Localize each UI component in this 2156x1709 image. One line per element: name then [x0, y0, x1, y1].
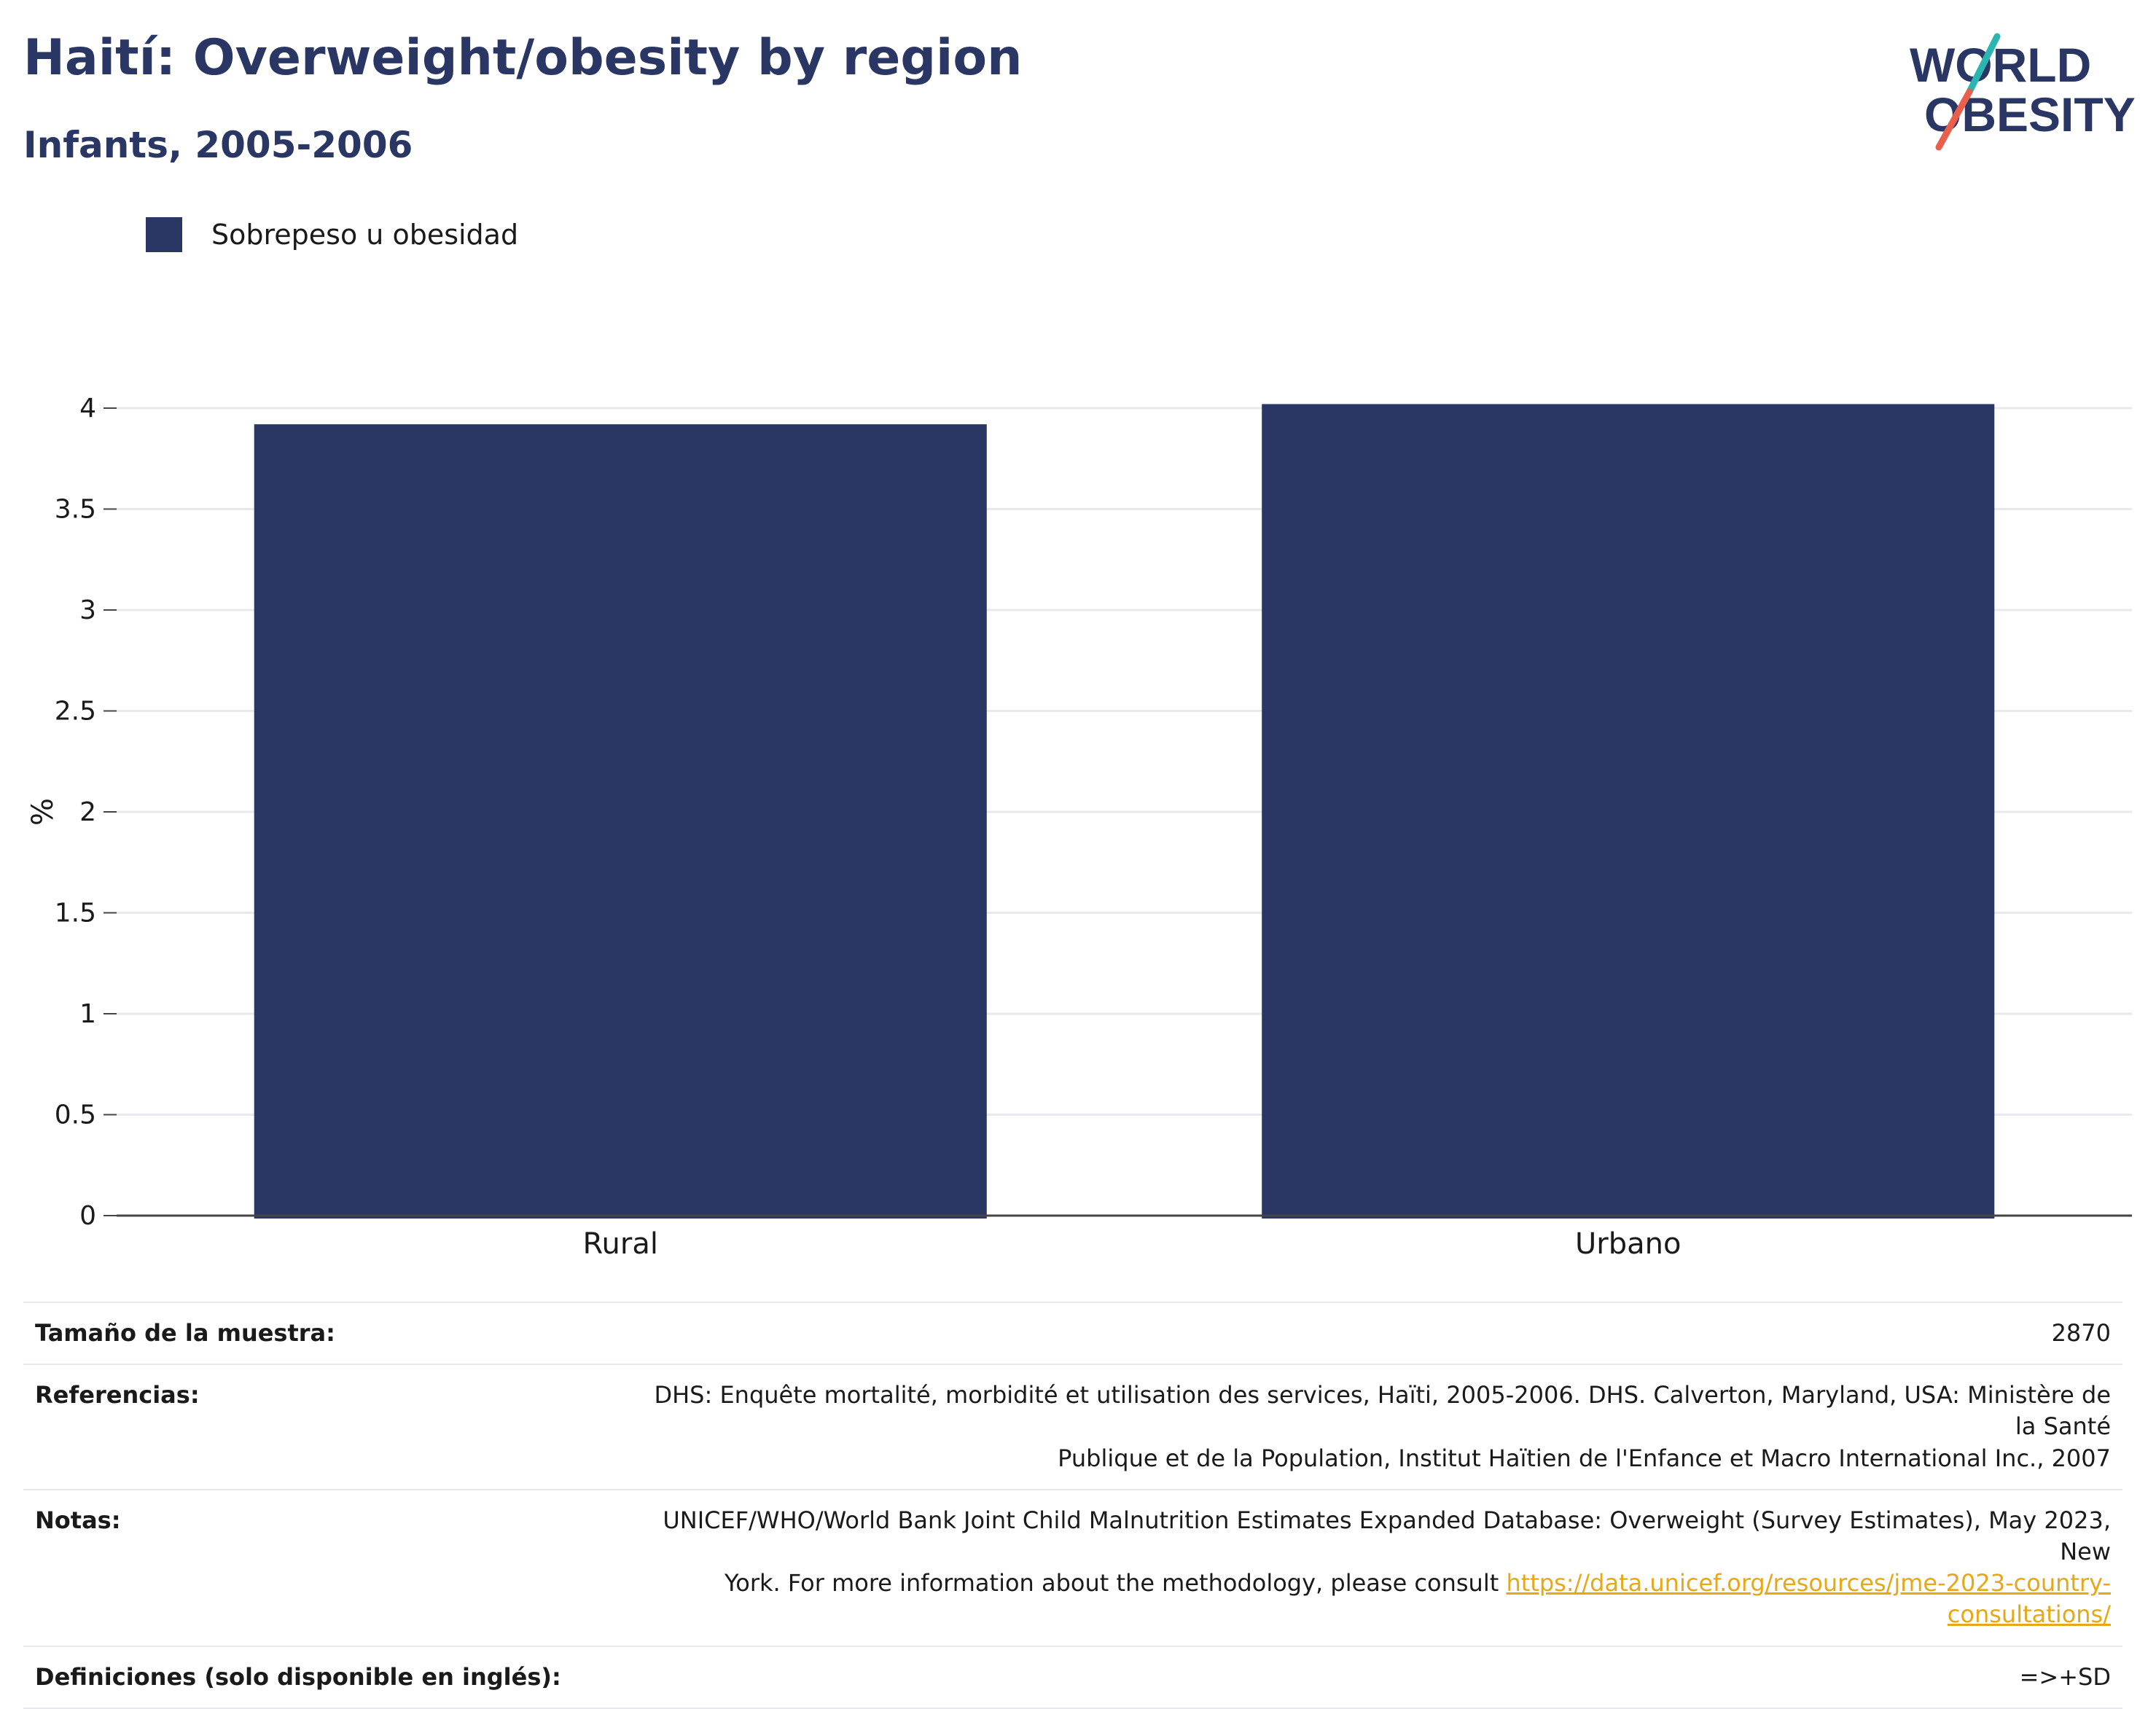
legend-label: Sobrepeso u obesidad [211, 219, 519, 251]
y-tick-label: 0 [79, 1201, 96, 1231]
definitions-value: =>+SD [630, 1645, 2122, 1709]
logo-slash-top [1966, 33, 2001, 95]
info-row-references: Referencias: DHS: Enquête mortalité, mor… [23, 1364, 2122, 1490]
legend[interactable]: Sobrepeso u obesidad [146, 217, 518, 252]
y-tick-label: 0.5 [55, 1100, 96, 1130]
definitions-label: Definiciones (solo disponible en inglés)… [23, 1645, 630, 1709]
legend-swatch [146, 217, 182, 252]
notes-line2: York. For more information about the met… [724, 1569, 1507, 1597]
sample-size-label: Tamaño de la muestra: [23, 1301, 630, 1365]
chart-title: Haití: Overweight/obesity by region [23, 29, 1023, 87]
x-tick-label: Rural [583, 1227, 658, 1261]
bar-rural [254, 424, 987, 1219]
chart-subtitle: Infants, 2005-2006 [23, 124, 413, 166]
y-tick-label: 3.5 [55, 495, 96, 525]
logo-line1: WORLD [1910, 38, 2091, 92]
bar-chart: 0 0.5 1 1.5 2 2.5 3 3.5 4% Rural Urbano [26, 394, 2132, 1261]
notes-link[interactable]: https://data.unicef.org/resources/jme-20… [1506, 1569, 2111, 1629]
notes-value: UNICEF/WHO/World Bank Joint Child Malnut… [630, 1488, 2122, 1646]
x-tick-label: Urbano [1575, 1227, 1681, 1261]
sample-size-value: 2870 [630, 1301, 2122, 1365]
y-tick-label: 2.5 [55, 697, 96, 727]
references-line2: Publique et de la Population, Institut H… [1058, 1444, 2111, 1472]
y-tick-label: 2 [79, 797, 96, 827]
references-line1: DHS: Enquête mortalité, morbidité et uti… [654, 1381, 2111, 1441]
y-axis-label: % [26, 798, 60, 826]
info-row-definitions: Definiciones (solo disponible en inglés)… [23, 1645, 2122, 1709]
logo-slash-bottom [1935, 88, 1973, 151]
notes-label: Notas: [23, 1488, 630, 1646]
y-tick-label: 1 [79, 999, 96, 1029]
references-value: DHS: Enquête mortalité, morbidité et uti… [630, 1364, 2122, 1490]
bar-urbano [1262, 404, 1995, 1219]
y-tick-label: 1.5 [55, 899, 96, 928]
y-tick-label: 4 [79, 394, 96, 423]
info-table: Tamaño de la muestra: 2870 Referencias: … [23, 1301, 2122, 1709]
info-row-notes: Notas: UNICEF/WHO/World Bank Joint Child… [23, 1488, 2122, 1646]
notes-line1: UNICEF/WHO/World Bank Joint Child Malnut… [663, 1506, 2111, 1565]
references-label: Referencias: [23, 1364, 630, 1490]
world-obesity-logo: WORLD OBESITY [1910, 33, 2136, 151]
info-row-sample-size: Tamaño de la muestra: 2870 [23, 1301, 2122, 1365]
y-tick-label: 3 [79, 595, 96, 625]
